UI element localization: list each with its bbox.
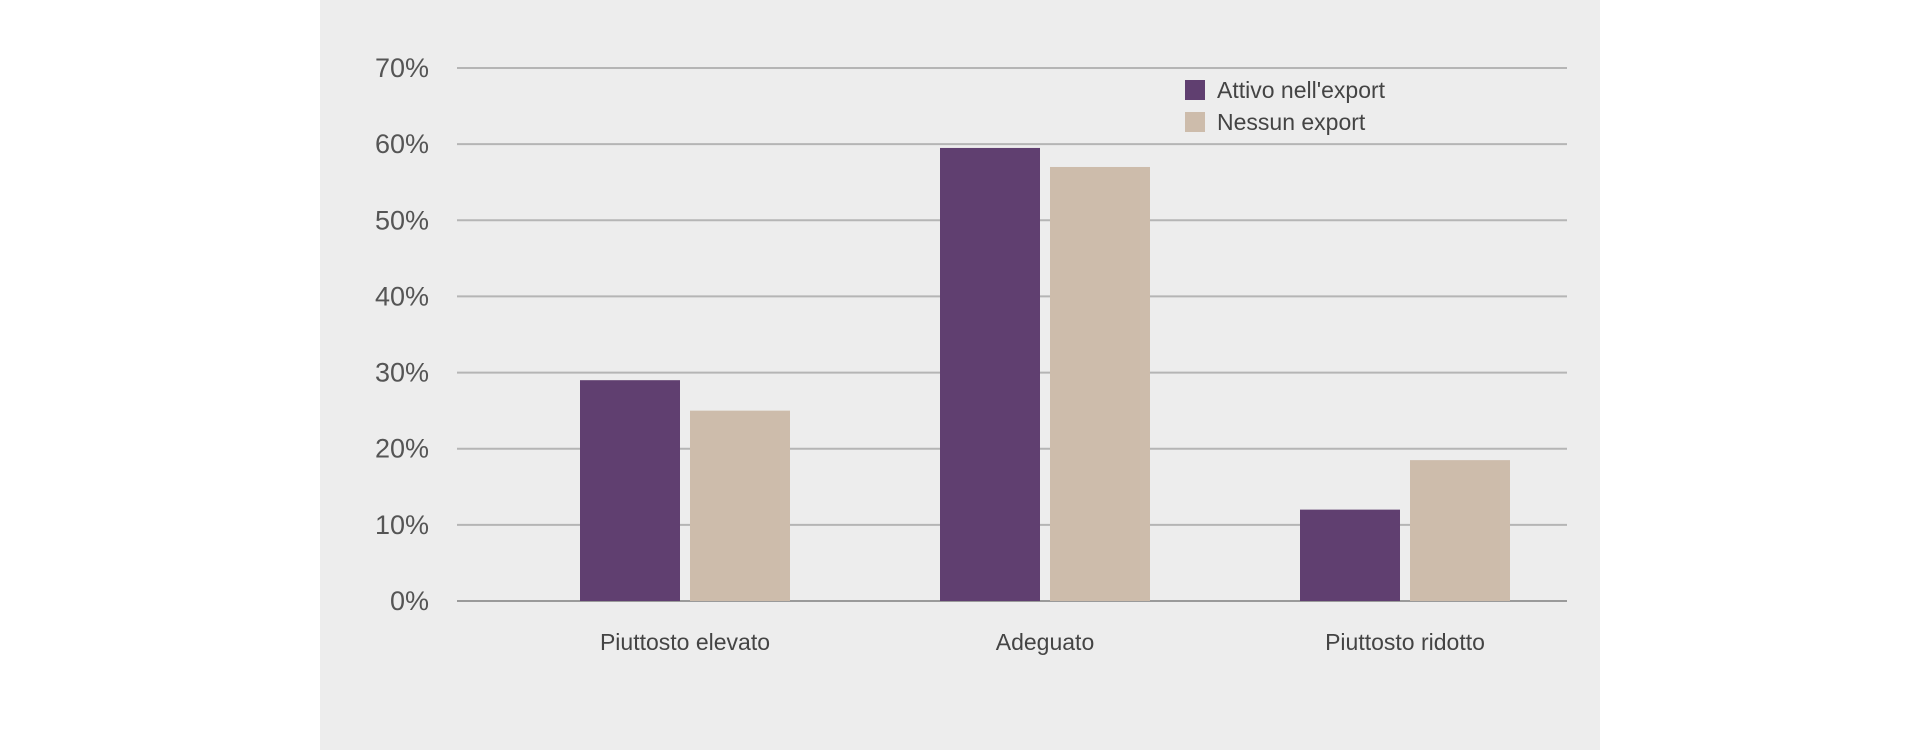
y-tick-label: 30% (375, 358, 429, 388)
legend-swatch (1185, 112, 1205, 132)
y-tick-label: 40% (375, 281, 429, 311)
x-category-label: Adeguato (996, 629, 1094, 655)
y-axis: 0% 10% 20% 30% 40% 50% 60% 70% (375, 53, 429, 616)
y-tick-label: 50% (375, 205, 429, 235)
x-axis: Piuttosto elevato Adeguato Piuttosto ridot… (600, 629, 1485, 655)
legend-label: Nessun export (1217, 109, 1366, 135)
y-tick-label: 0% (390, 586, 429, 616)
bar (1050, 166, 1150, 601)
y-tick-label: 10% (375, 510, 429, 540)
legend-label: Attivo nell'export (1217, 77, 1386, 103)
bar (1410, 460, 1510, 601)
bar (690, 410, 790, 601)
bars (580, 147, 1510, 601)
bar (940, 147, 1040, 601)
x-category-label: Piuttosto ridotto (1325, 629, 1485, 655)
y-tick-label: 60% (375, 129, 429, 159)
bar (1300, 509, 1400, 601)
x-category-label: Piuttosto elevato (600, 629, 770, 655)
y-tick-label: 70% (375, 53, 429, 83)
bar (580, 380, 680, 601)
y-tick-label: 20% (375, 434, 429, 464)
legend-swatch (1185, 80, 1205, 100)
legend: Attivo nell'export Nessun export (1185, 77, 1386, 135)
